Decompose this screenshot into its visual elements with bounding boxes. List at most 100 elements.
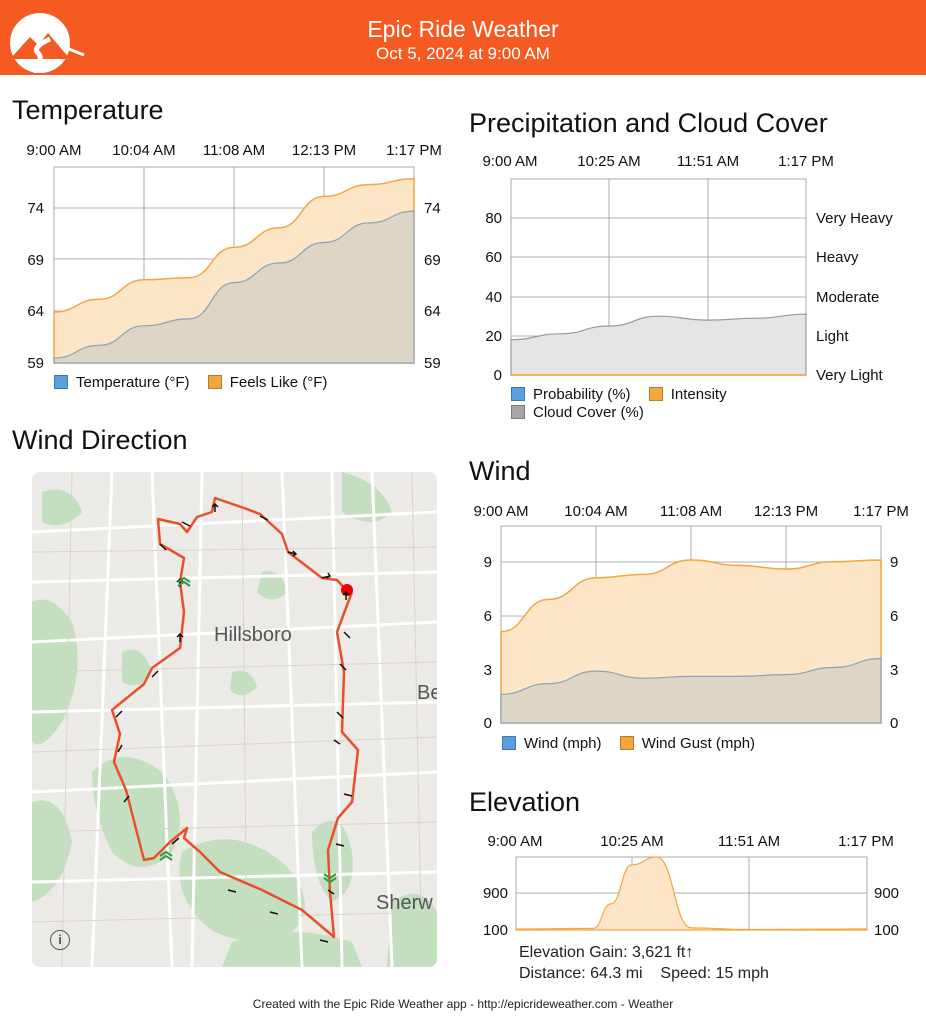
y-tick: 69 (27, 252, 44, 269)
y-tick: 9 (890, 554, 898, 571)
time-label: 1:17 PM (386, 142, 442, 159)
map-label-sherw: Sherw (376, 892, 433, 914)
y-tick: 6 (890, 608, 898, 625)
wind-time-labels: 9:00 AM 10:04 AM 11:08 AM 12:13 PM 1:17 … (473, 503, 908, 520)
temperature-y-ticks-left: 59 64 69 74 (27, 200, 44, 372)
y-tick: 100 (483, 922, 508, 939)
elevation-y-ticks: 100 900 100 900 (483, 885, 899, 939)
ride-distance-speed: Distance: 64.3 mi Speed: 15 mph (519, 965, 769, 983)
elevation-area (515, 856, 868, 931)
y-tick: 900 (483, 885, 508, 902)
time-label: 10:04 AM (112, 142, 175, 159)
temperature-area (53, 210, 415, 364)
wind-direction-map[interactable]: Hillsboro Be Sherw i (32, 472, 437, 967)
time-label: 11:51 AM (718, 833, 780, 850)
map-label-be: Be (417, 682, 437, 704)
y-tick: 0 (494, 367, 502, 384)
time-label: 1:17 PM (853, 503, 909, 520)
wind-arrows (115, 502, 353, 943)
precipitation-legend: Probability (%) Intensity Cloud Cover (%… (511, 386, 741, 422)
y-tick: 900 (874, 885, 899, 902)
precipitation-y-ticks: 0 20 40 60 80 (485, 210, 502, 384)
footer-credit: Created with the Epic Ride Weather app -… (252, 997, 674, 1011)
wind-y-ticks-left: 0 3 6 9 (484, 554, 492, 732)
y-tick: 0 (484, 715, 492, 732)
app-header: Epic Ride Weather Oct 5, 2024 at 9:00 AM (0, 0, 926, 75)
time-label: 12:13 PM (292, 142, 356, 159)
info-icon[interactable]: i (50, 930, 70, 950)
time-label: 10:25 AM (600, 833, 663, 850)
map-roads (32, 472, 437, 967)
wind-legend: Wind (mph) Wind Gust (mph) (502, 735, 769, 753)
ride-datetime: Oct 5, 2024 at 9:00 AM (376, 44, 550, 63)
cloud-cover-area (510, 313, 807, 376)
temperature-y-ticks-right: 59 64 69 74 (424, 200, 441, 372)
precipitation-title: Precipitation and Cloud Cover (469, 108, 828, 138)
y-tick: 40 (485, 289, 502, 306)
y-tick: 6 (484, 608, 492, 625)
time-label: 9:00 AM (473, 503, 528, 520)
wind-area (500, 657, 882, 724)
intensity-label: Light (816, 328, 849, 345)
legend-item: Wind Gust (mph) (619, 735, 755, 753)
y-tick: 9 (484, 554, 492, 571)
wind-chart[interactable]: 9:00 AM 10:04 AM 11:08 AM 12:13 PM 1:17 … (460, 500, 926, 732)
time-label: 11:51 AM (677, 153, 739, 170)
y-tick: 3 (484, 662, 492, 679)
legend-item: Wind (mph) (502, 735, 602, 753)
elevation-chart[interactable]: 9:00 AM 10:25 AM 11:51 AM 1:17 PM 100 90… (460, 830, 920, 940)
precipitation-time-labels: 9:00 AM 10:25 AM 11:51 AM 1:17 PM (482, 153, 833, 170)
elevation-time-labels: 9:00 AM 10:25 AM 11:51 AM 1:17 PM (487, 833, 893, 850)
y-tick: 74 (27, 200, 44, 217)
time-label: 9:00 AM (487, 833, 542, 850)
wind-title: Wind (469, 456, 531, 486)
time-label: 9:00 AM (482, 153, 537, 170)
intensity-label: Very Heavy (816, 210, 893, 227)
elevation-gain: Elevation Gain: 3,621 ft↑ (519, 944, 694, 961)
legend-item: Intensity (648, 386, 727, 404)
mountain-road-icon (10, 13, 85, 73)
temperature-title: Temperature (12, 95, 164, 125)
wind-y-ticks-right: 0 3 6 9 (890, 554, 898, 732)
temperature-chart[interactable]: 9:00 AM 10:04 AM 11:08 AM 12:13 PM 1:17 … (0, 135, 460, 375)
app-title: Epic Ride Weather (367, 16, 559, 42)
y-tick: 74 (424, 200, 441, 217)
legend-item: Cloud Cover (%) (511, 404, 644, 422)
map-minor-roads (32, 472, 437, 967)
time-label: 11:08 AM (660, 503, 722, 520)
elevation-title: Elevation (469, 787, 581, 817)
time-label: 11:08 AM (203, 142, 265, 159)
intensity-label: Very Light (816, 367, 884, 384)
y-tick: 80 (485, 210, 502, 227)
map-label-hillsboro: Hillsboro (214, 624, 292, 646)
legend-item: Temperature (°F) (54, 374, 190, 392)
intensity-labels: Very Light Light Moderate Heavy Very Hea… (816, 210, 893, 384)
y-tick: 3 (890, 662, 898, 679)
temperature-legend: Temperature (°F) Feels Like (°F) (54, 374, 341, 392)
y-tick: 64 (424, 303, 441, 320)
ride-speed: Speed: 15 mph (660, 965, 769, 982)
time-label: 1:17 PM (778, 153, 834, 170)
legend-item: Feels Like (°F) (207, 374, 327, 392)
intensity-label: Moderate (816, 289, 879, 306)
temperature-time-labels: 9:00 AM 10:04 AM 11:08 AM 12:13 PM 1:17 … (26, 142, 441, 159)
y-tick: 69 (424, 252, 441, 269)
intensity-label: Heavy (816, 249, 859, 266)
y-tick: 60 (485, 249, 502, 266)
y-tick: 0 (890, 715, 898, 732)
y-tick: 64 (27, 303, 44, 320)
time-label: 1:17 PM (838, 833, 894, 850)
y-tick: 59 (27, 355, 44, 372)
wind-direction-title: Wind Direction (12, 425, 188, 455)
precipitation-chart[interactable]: 9:00 AM 10:25 AM 11:51 AM 1:17 PM 0 20 4… (460, 148, 920, 388)
legend-item: Probability (%) (511, 386, 631, 404)
y-tick: 59 (424, 355, 441, 372)
ride-route (110, 496, 360, 939)
time-label: 10:04 AM (564, 503, 627, 520)
plot-frame (515, 856, 868, 931)
y-tick: 100 (874, 922, 899, 939)
ride-distance: Distance: 64.3 mi (519, 965, 643, 982)
time-label: 10:25 AM (577, 153, 640, 170)
time-label: 9:00 AM (26, 142, 81, 159)
wind-tail-arrows (159, 576, 337, 884)
